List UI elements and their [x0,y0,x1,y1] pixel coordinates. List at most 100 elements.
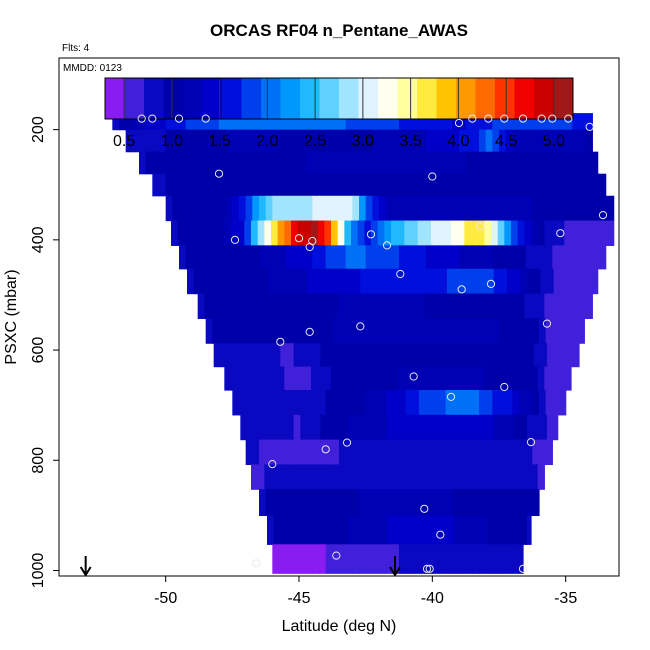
heatmap-cell [487,268,495,295]
heatmap-cell [537,293,545,319]
heatmap-cell [285,544,293,574]
heatmap-cell [525,245,533,270]
heatmap-cell [325,489,333,516]
heatmap-cell [520,343,528,368]
heatmap-cell [372,318,380,344]
colorbar-swatch [514,78,535,119]
heatmap-cell [425,390,433,416]
heatmap-cell [540,414,548,441]
heatmap-cell [459,129,467,153]
heatmap-cell [592,151,599,175]
colorbar-swatch [144,78,164,119]
heatmap-cell [405,544,413,574]
heatmap-cell [525,390,533,416]
heatmap-cell [451,220,459,246]
heatmap-cell [272,390,280,416]
heatmap-cell [224,366,232,391]
date-label: MMDD: 0123 [63,63,122,74]
heatmap-cell [412,173,420,197]
heatmap-cell [300,343,308,368]
heatmap-cell [279,195,287,222]
heatmap-cell [272,129,280,153]
sample-point [366,230,376,239]
heatmap-cell [445,113,453,131]
heatmap-cell [527,414,535,441]
heatmap-cell [205,195,213,222]
heatmap-cell [400,515,408,545]
heatmap-cell [247,414,255,441]
heatmap-cell [392,113,400,131]
heatmap-cell [492,390,500,416]
heatmap-cell [392,173,400,197]
heatmap-cell [251,293,259,319]
heatmap-cell [333,414,341,441]
heatmap-cell [259,129,267,153]
heatmap-cell [280,414,288,441]
heatmap-cell [465,245,473,270]
heatmap-cell [432,489,440,516]
heatmap-cell [413,515,421,545]
heatmap-cell [285,195,293,222]
heatmap-cell [400,268,408,295]
heatmap-cell [273,268,281,295]
heatmap-cell [253,414,261,441]
heatmap-cell [425,113,433,131]
heatmap-cell [545,318,553,344]
heatmap-cell [457,220,465,246]
heatmap-cell [519,390,527,416]
heatmap-cell [279,489,287,516]
heatmap-cell [264,293,272,319]
heatmap-cell [517,293,525,319]
heatmap-cell [351,293,359,319]
heatmap-cell [347,268,355,295]
heatmap-cell [327,414,335,441]
heatmap-cell [457,464,465,490]
heatmap-cell [459,195,467,222]
heatmap-cell [332,113,340,131]
heatmap-cell [377,220,385,246]
heatmap-cell [185,173,193,197]
heatmap-cell [585,173,593,197]
heatmap-cell [412,390,420,416]
heatmap-cell [425,129,433,153]
heatmap-cell [485,195,493,222]
heatmap-cell [480,414,488,441]
heatmap-cell [324,293,332,319]
heatmap-cell [379,173,387,197]
heatmap-cell [287,414,295,441]
heatmap-cell [519,439,527,466]
heatmap-cell [205,113,213,131]
heatmap-cell [399,173,407,197]
heatmap-cell [185,151,193,175]
heatmap-cell [245,129,253,153]
sample-point [564,114,573,123]
heatmap-cell [405,318,413,344]
heatmap-cell [265,390,273,416]
heatmap-cell [512,173,520,197]
heatmap-cell [251,220,259,246]
heatmap-cell [452,318,460,344]
heatmap-cell [604,220,612,246]
heatmap-cell [504,366,512,391]
heatmap-cell [419,129,427,153]
heatmap-cell [239,151,247,175]
heatmap-cell [432,439,440,466]
heatmap-cell [293,414,301,441]
heatmap-cell [259,173,267,197]
arrow-markers [79,556,401,577]
heatmap-cell [419,390,427,416]
heatmap-cell [347,515,355,545]
heatmap-cell [460,515,468,545]
heatmap-cell [499,544,507,574]
heatmap-cell [565,129,573,153]
heatmap-cell [387,414,395,441]
heatmap-cell [313,414,321,441]
heatmap-cell [572,129,580,153]
heatmap-cell [440,515,448,545]
chart-title: ORCAS RF04 n_Pentane_AWAS [210,21,468,40]
colorbar-swatch [397,78,418,119]
heatmap-cell [305,245,313,270]
heatmap-cell [339,173,347,197]
heatmap-cell [317,220,325,246]
heatmap-cell [139,151,147,175]
